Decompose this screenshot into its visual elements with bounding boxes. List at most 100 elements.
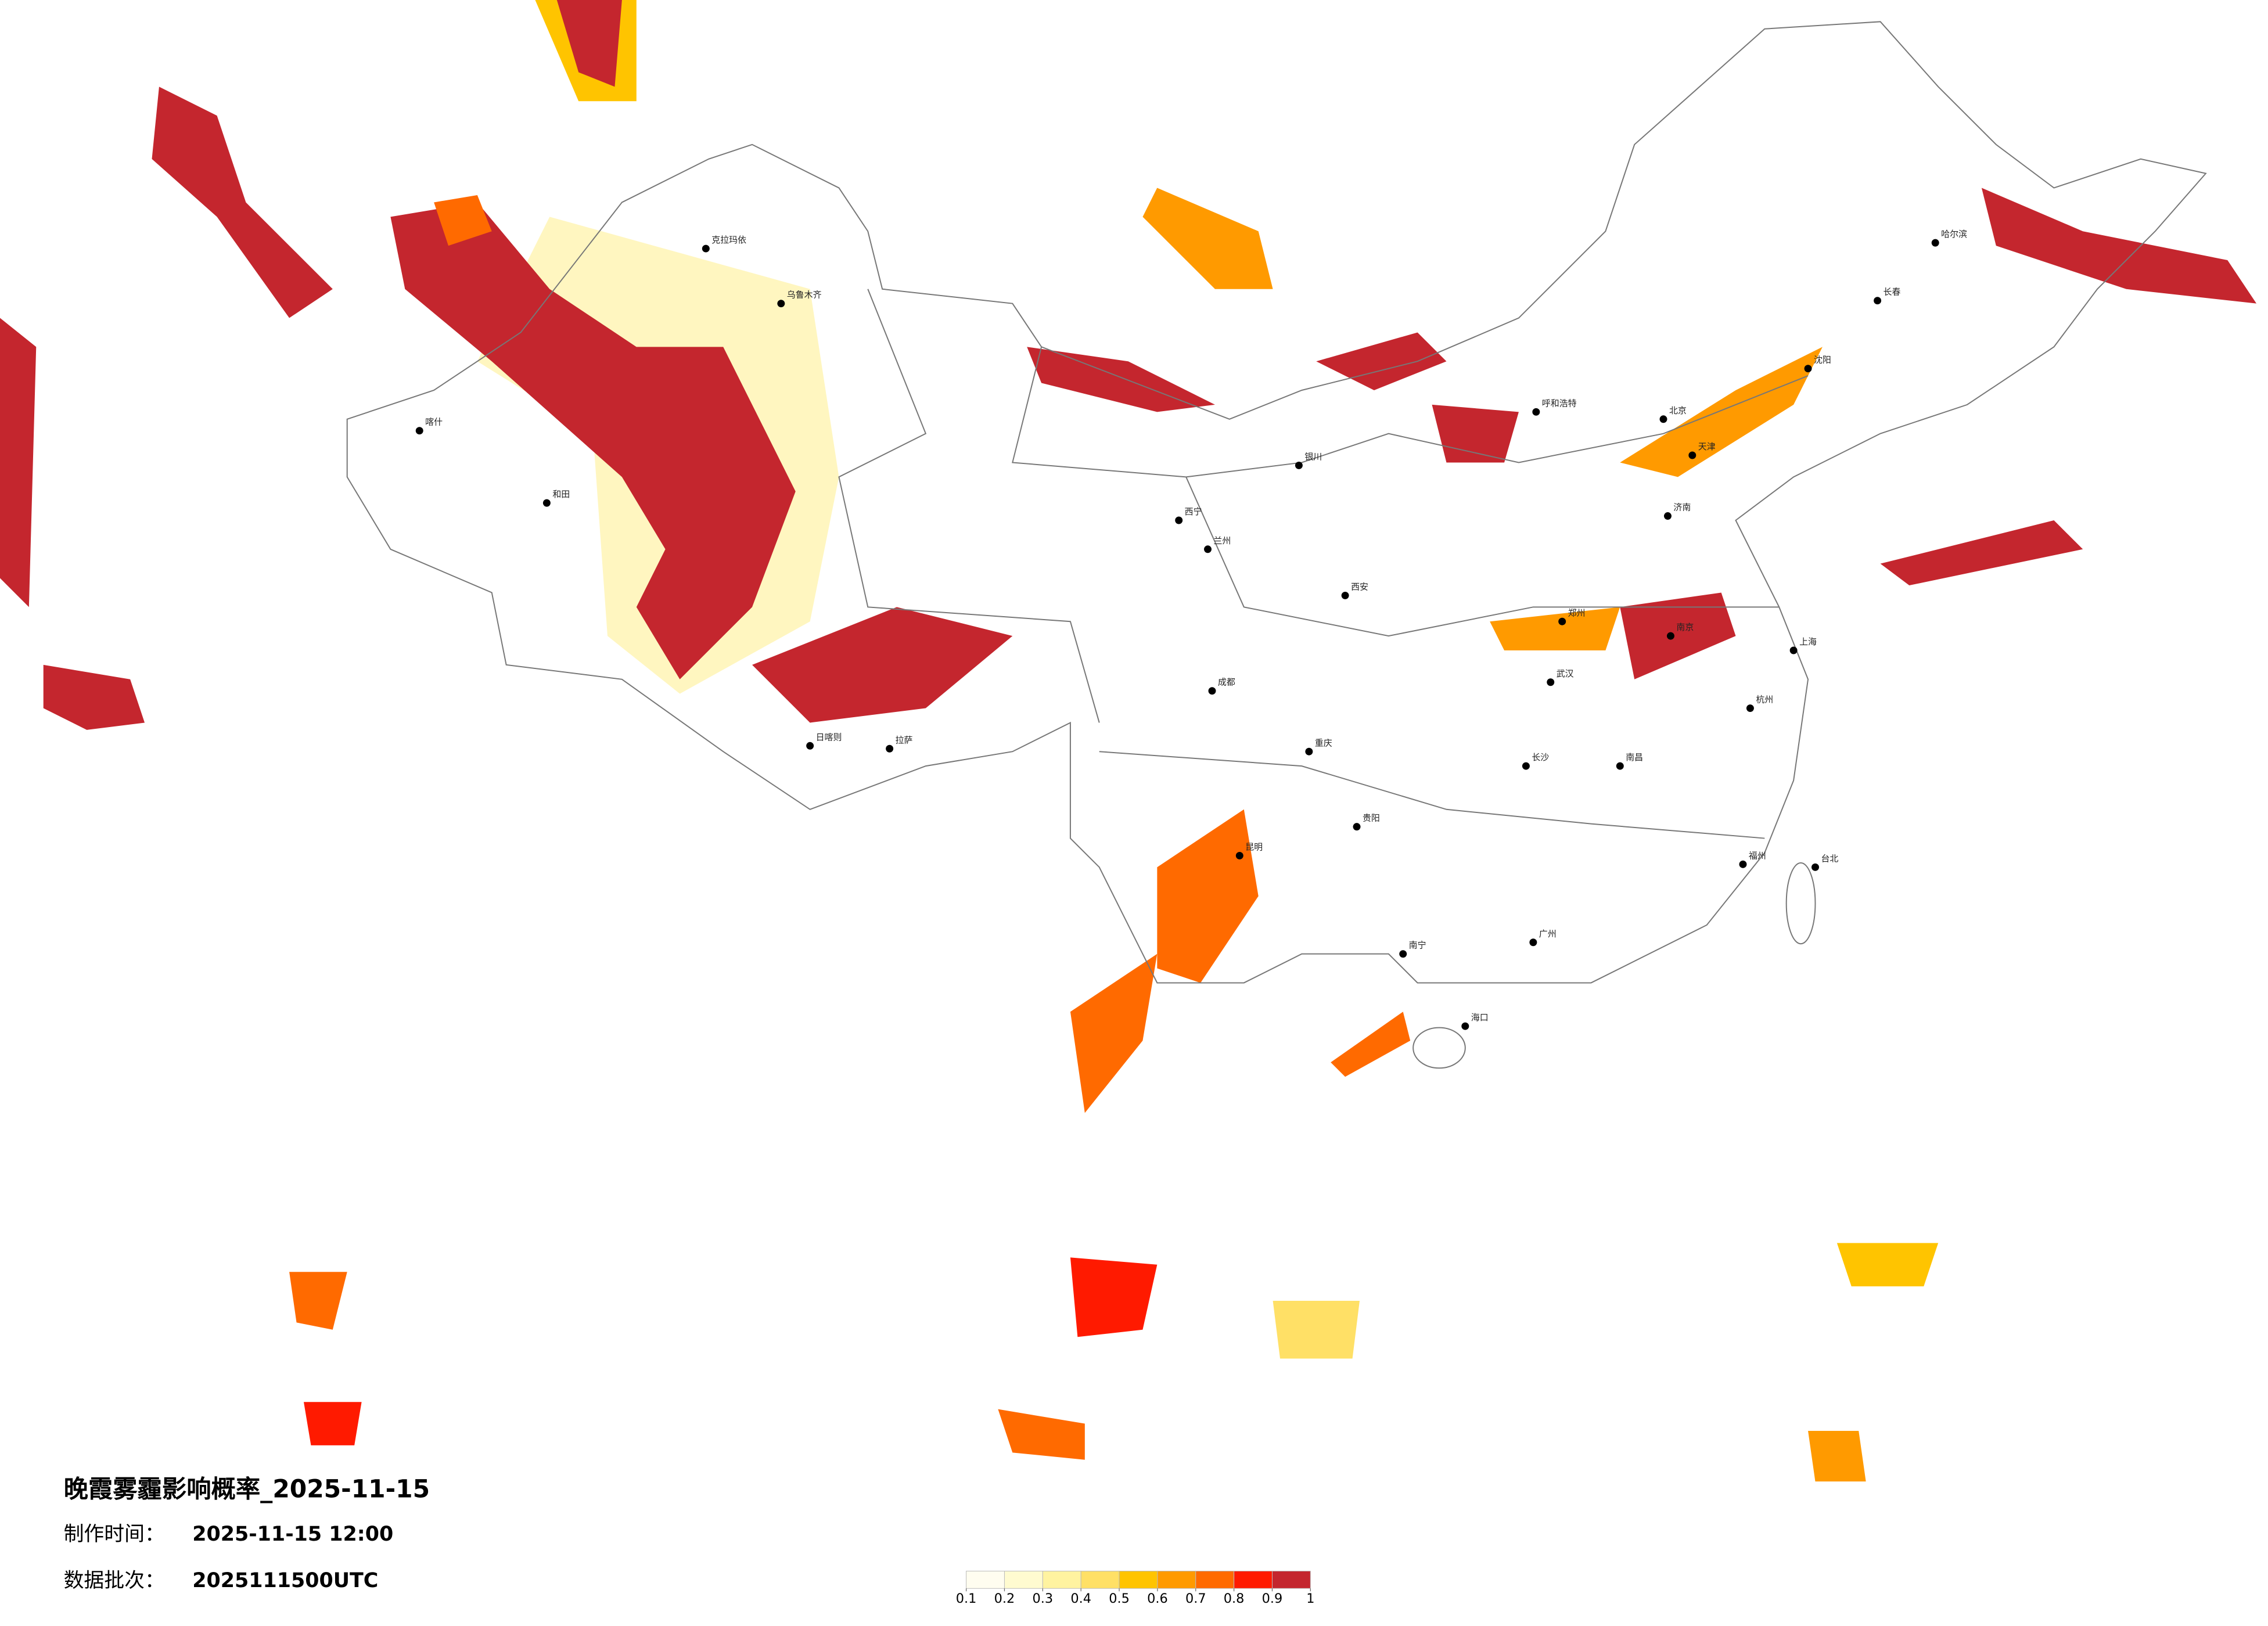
city-dot	[1931, 239, 1939, 247]
city-dot	[1399, 950, 1407, 958]
city-label: 克拉玛依	[711, 235, 746, 245]
city-dot	[1739, 860, 1747, 868]
city-label: 呼和浩特	[1542, 398, 1577, 408]
field-red	[390, 202, 796, 679]
city-label: 重庆	[1315, 738, 1332, 748]
city-dot	[1666, 632, 1674, 640]
field-orange	[1836, 1243, 1939, 1287]
city-label: 杭州	[1756, 695, 1773, 705]
city-label: 南昌	[1626, 752, 1643, 762]
field-orange	[1142, 188, 1273, 289]
city-label: 拉萨	[896, 735, 913, 745]
city-dot	[1461, 1022, 1469, 1030]
city-dot	[1663, 512, 1672, 520]
city-dot	[1532, 408, 1540, 416]
field-red	[152, 87, 333, 318]
field-orange	[1620, 347, 1823, 477]
city-label: 武汉	[1557, 668, 1574, 679]
city-dot	[1175, 516, 1183, 524]
city-label: 郑州	[1568, 607, 1586, 618]
city-dot	[1558, 617, 1566, 625]
field-orange	[289, 1272, 347, 1330]
city-dot	[1616, 762, 1624, 770]
colorbar-cell	[1042, 1570, 1081, 1589]
city-label: 乌鲁木齐	[787, 290, 822, 300]
country-outline	[346, 21, 2207, 1069]
city-label: 长春	[1884, 287, 1901, 297]
colorbar: 0.1 0.2 0.3 0.4 0.5 0.6 0.7 0.8 0.9 1	[956, 1570, 1314, 1606]
city-dot	[1811, 863, 1819, 871]
colorbar-label: 0.4	[1070, 1591, 1091, 1606]
field-orange	[998, 1409, 1085, 1460]
field-red	[1880, 520, 2083, 585]
batch-label: 数据批次：	[64, 1569, 165, 1592]
city-dot	[777, 300, 785, 308]
city-label: 台北	[1821, 853, 1838, 864]
city-label: 西安	[1351, 581, 1368, 592]
city-dot	[542, 499, 551, 507]
field-yellow	[1273, 1301, 1360, 1359]
city-label: 和田	[552, 489, 570, 499]
city-dot	[1746, 704, 1754, 713]
field-orange	[1157, 809, 1259, 983]
city-dot	[1688, 451, 1696, 459]
colorbar-label: 0.6	[1147, 1591, 1168, 1606]
colorbar-label: 0.2	[994, 1591, 1015, 1606]
colorbar-cell	[1271, 1570, 1311, 1589]
city-label: 海口	[1471, 1012, 1489, 1023]
city-dot	[1529, 938, 1537, 947]
colorbar-cell	[1004, 1570, 1043, 1589]
field-red	[1070, 1257, 1158, 1337]
city-label: 喀什	[425, 417, 443, 427]
colorbar-cell	[1080, 1570, 1120, 1589]
city-dot	[1208, 687, 1216, 695]
city-dot	[1547, 678, 1555, 686]
city-dot	[1353, 823, 1361, 831]
city-dot	[1341, 591, 1349, 599]
city-dot	[1804, 365, 1812, 373]
colorbar-cell	[1195, 1570, 1235, 1589]
province-line	[1185, 476, 1780, 637]
city-dot	[1235, 851, 1243, 859]
city-label: 天津	[1698, 441, 1716, 452]
field-red	[303, 1402, 362, 1445]
city-dot	[806, 742, 814, 750]
field-red	[1620, 592, 1736, 679]
province-line	[838, 289, 1100, 723]
field-red	[0, 318, 37, 607]
field-orange	[434, 195, 492, 246]
city-label: 长沙	[1532, 752, 1549, 762]
city-label: 北京	[1669, 405, 1687, 416]
colorbar-label: 1	[1306, 1591, 1314, 1606]
city-dot	[1659, 415, 1667, 423]
city-label: 福州	[1749, 850, 1766, 861]
map-title: 晚霞雾霾影响概率_2025-11-15	[64, 1475, 430, 1503]
city-label: 上海	[1799, 636, 1817, 647]
field-red	[556, 0, 622, 87]
made-label: 制作时间：	[64, 1523, 165, 1546]
city-dot	[415, 427, 423, 435]
city-dot	[1789, 646, 1798, 654]
city-dot	[702, 244, 710, 253]
colorbar-cell	[966, 1570, 1005, 1589]
city-dot	[1204, 545, 1212, 553]
colorbar-cell	[1157, 1570, 1196, 1589]
city-label: 昆明	[1245, 841, 1263, 852]
field-orange	[1331, 1012, 1411, 1077]
field-orange	[1070, 954, 1158, 1113]
province-line	[1012, 347, 1809, 478]
city-dot	[1874, 297, 1882, 305]
city-dot	[1305, 747, 1313, 756]
colorbar-label: 0.9	[1262, 1591, 1283, 1606]
city-label: 南京	[1676, 622, 1694, 632]
border	[1785, 862, 1816, 945]
field-orange	[1808, 1431, 1866, 1482]
city-label: 济南	[1673, 502, 1691, 513]
city-dot	[886, 744, 894, 753]
city-label: 南宁	[1409, 940, 1426, 951]
city-label: 沈阳	[1814, 355, 1831, 365]
city-label: 广州	[1539, 929, 1557, 939]
city-dot	[1522, 762, 1530, 770]
city-label: 成都	[1218, 677, 1235, 688]
